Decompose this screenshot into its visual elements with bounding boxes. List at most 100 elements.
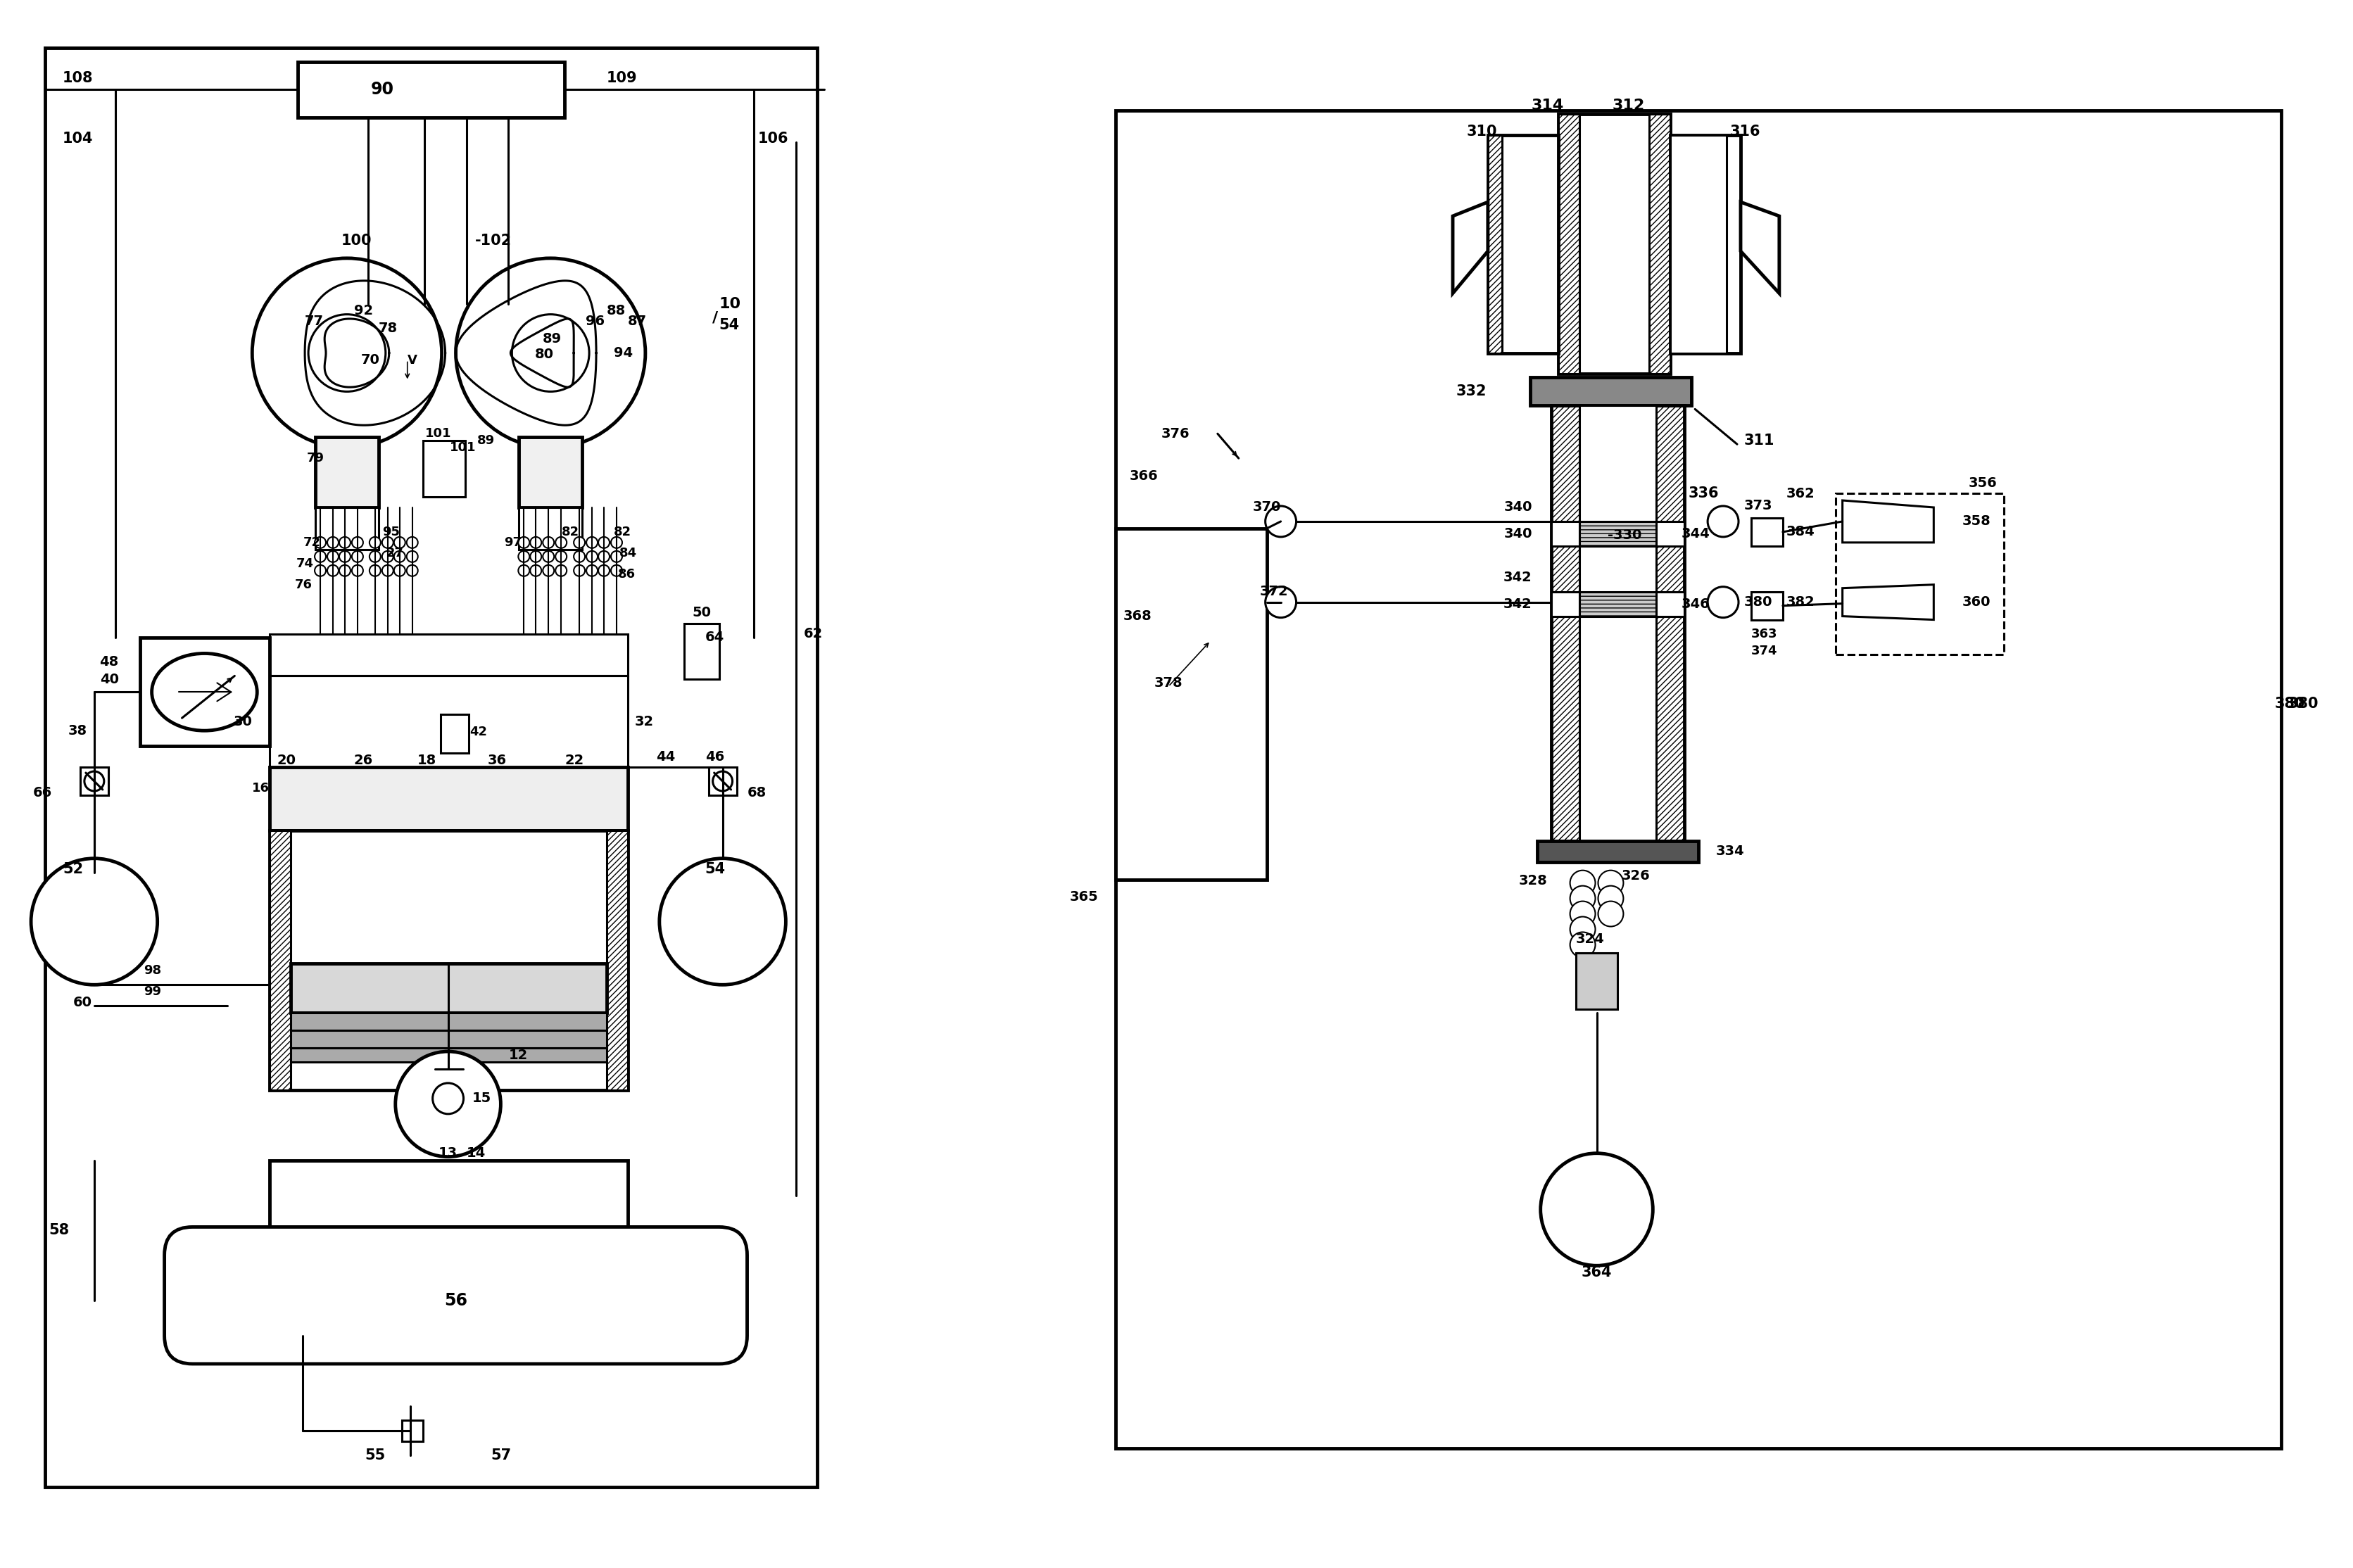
Circle shape	[85, 771, 104, 790]
Circle shape	[659, 858, 786, 985]
Text: 88: 88	[607, 304, 626, 318]
Text: 314: 314	[1532, 99, 1565, 113]
Circle shape	[381, 564, 393, 575]
Text: 46: 46	[706, 750, 725, 764]
Text: 18: 18	[416, 754, 435, 767]
Circle shape	[1598, 886, 1624, 911]
Circle shape	[1708, 586, 1739, 618]
Text: V: V	[407, 354, 416, 367]
Ellipse shape	[153, 654, 256, 731]
Circle shape	[327, 550, 339, 563]
Circle shape	[1266, 506, 1297, 536]
Bar	[1579, 591, 1657, 616]
Text: 336: 336	[1687, 486, 1718, 500]
Circle shape	[353, 536, 362, 549]
Circle shape	[544, 550, 553, 563]
Bar	[1529, 378, 1692, 406]
Text: 82: 82	[562, 525, 579, 538]
Text: 12: 12	[508, 1049, 527, 1062]
Bar	[1551, 406, 1685, 840]
Text: 101: 101	[449, 442, 475, 455]
Polygon shape	[1842, 500, 1934, 543]
Text: 364: 364	[1581, 1265, 1612, 1279]
Circle shape	[339, 550, 351, 563]
Bar	[271, 767, 628, 831]
Text: 368: 368	[1122, 610, 1151, 622]
Bar	[315, 508, 379, 549]
Circle shape	[1569, 917, 1595, 942]
Text: 96: 96	[586, 315, 605, 328]
Text: 328: 328	[1520, 875, 1548, 887]
Text: 70: 70	[360, 353, 379, 367]
Text: 342: 342	[1504, 597, 1532, 612]
Bar	[292, 964, 607, 1013]
Circle shape	[612, 550, 621, 563]
Text: 310: 310	[1466, 125, 1497, 140]
Circle shape	[339, 536, 351, 549]
Circle shape	[518, 564, 529, 575]
Bar	[1115, 528, 1266, 880]
Circle shape	[612, 564, 621, 575]
Bar	[292, 1030, 607, 1047]
Text: 99: 99	[144, 985, 160, 999]
Bar	[520, 508, 581, 549]
Bar	[299, 61, 565, 118]
Circle shape	[1569, 902, 1595, 927]
Text: 62: 62	[802, 627, 824, 640]
Circle shape	[369, 550, 381, 563]
Bar	[520, 437, 581, 508]
Text: 109: 109	[607, 71, 638, 85]
Polygon shape	[1842, 585, 1934, 619]
Text: 32: 32	[635, 715, 654, 728]
Text: 16: 16	[252, 782, 271, 795]
Circle shape	[1541, 1152, 1652, 1265]
Text: 56: 56	[445, 1292, 468, 1309]
Circle shape	[407, 550, 419, 563]
Bar	[708, 767, 736, 795]
Text: 346: 346	[1680, 597, 1711, 612]
Text: 370: 370	[1252, 500, 1280, 514]
Circle shape	[31, 858, 158, 985]
Text: 358: 358	[1962, 514, 1991, 528]
Bar	[1579, 406, 1657, 840]
Bar	[402, 1421, 424, 1441]
Bar	[1657, 591, 1685, 616]
Bar	[1751, 591, 1784, 619]
Text: 372: 372	[1259, 585, 1289, 599]
Circle shape	[555, 550, 567, 563]
Text: 14: 14	[466, 1146, 485, 1160]
Circle shape	[407, 536, 419, 549]
Bar	[1487, 135, 1501, 353]
Bar	[1487, 135, 1558, 353]
Bar	[292, 1013, 607, 1030]
Bar	[45, 47, 816, 1486]
Circle shape	[713, 771, 732, 790]
Bar	[1537, 840, 1699, 862]
Circle shape	[456, 259, 645, 448]
Text: 311: 311	[1744, 434, 1774, 448]
Bar	[1577, 953, 1619, 1010]
Circle shape	[513, 314, 588, 392]
Bar	[440, 715, 468, 753]
Text: 100: 100	[341, 234, 372, 248]
Text: 87: 87	[628, 315, 647, 328]
Text: 95: 95	[381, 525, 400, 538]
Bar	[271, 831, 292, 1090]
Text: 64: 64	[706, 630, 725, 644]
Text: 362: 362	[1786, 486, 1814, 500]
FancyBboxPatch shape	[165, 1228, 748, 1364]
Text: 10: 10	[720, 296, 741, 310]
Text: 312: 312	[1612, 99, 1645, 113]
Circle shape	[381, 550, 393, 563]
Text: 60: 60	[73, 996, 92, 1010]
Text: 27: 27	[386, 547, 405, 560]
Circle shape	[1708, 506, 1739, 536]
Bar	[1751, 517, 1784, 546]
Text: 26: 26	[353, 754, 374, 767]
Circle shape	[407, 564, 419, 575]
Text: 44: 44	[656, 750, 675, 764]
Circle shape	[612, 536, 621, 549]
Text: 360: 360	[1962, 596, 1991, 608]
Bar	[1671, 135, 1727, 353]
Text: 380: 380	[2275, 696, 2306, 710]
